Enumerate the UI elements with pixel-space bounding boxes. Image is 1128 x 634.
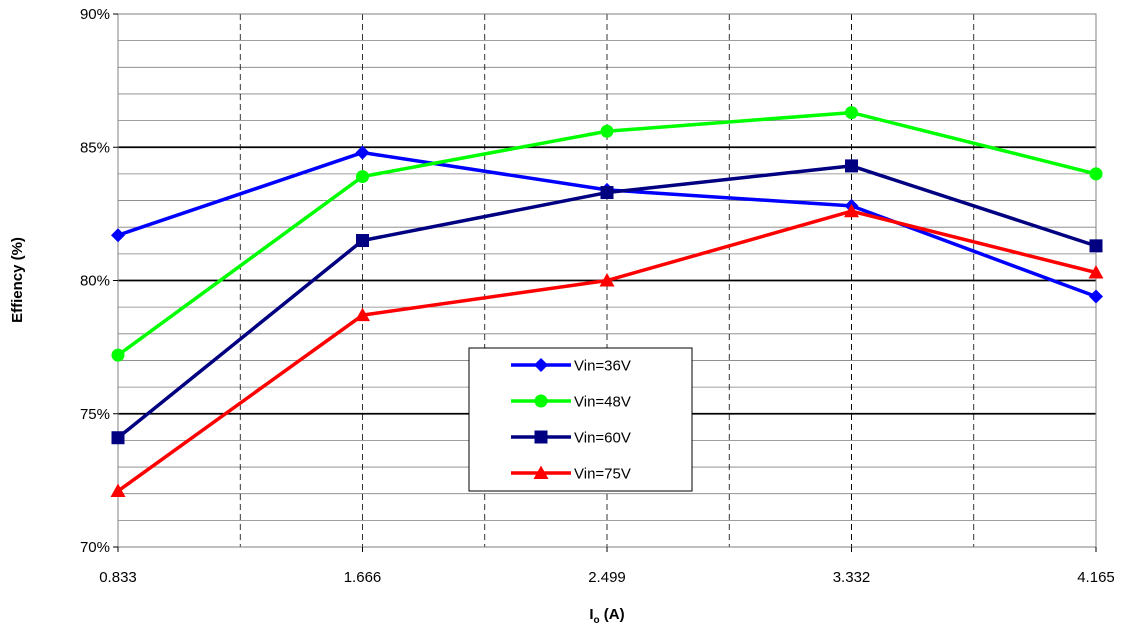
y-tick-label: 90% bbox=[80, 6, 110, 23]
data-point-diamond bbox=[534, 358, 548, 372]
legend-label: Vin=36V bbox=[574, 358, 631, 375]
data-point-square bbox=[534, 430, 548, 444]
legend-label: Vin=75V bbox=[574, 466, 631, 483]
x-axis-title-main: I bbox=[589, 606, 593, 623]
y-tick-label: 85% bbox=[80, 139, 110, 156]
data-point-diamond bbox=[111, 228, 125, 243]
legend-item: Vin=36V bbox=[511, 358, 631, 375]
data-point-triangle bbox=[355, 307, 370, 322]
data-point-circle bbox=[534, 394, 548, 408]
data-point-triangle bbox=[1088, 265, 1104, 279]
y-axis-title: Effiency (%) bbox=[9, 237, 26, 323]
series-vin-75v bbox=[110, 203, 1104, 498]
data-point-triangle bbox=[533, 465, 549, 479]
x-tick-label: 2.499 bbox=[588, 569, 626, 586]
data-point-diamond bbox=[1089, 289, 1103, 304]
legend-label: Vin=48V bbox=[574, 394, 631, 411]
x-tick-label: 4.165 bbox=[1077, 569, 1115, 586]
y-tick-label: 70% bbox=[80, 539, 110, 556]
data-point-square bbox=[1089, 239, 1103, 253]
data-point-triangle bbox=[110, 483, 126, 498]
series-vin-60v bbox=[111, 159, 1103, 445]
legend: Vin=36V Vin=48V Vin=60V Vin=75V bbox=[468, 347, 693, 492]
x-axis-title-subscript: o bbox=[594, 615, 600, 626]
data-point-circle bbox=[600, 124, 614, 138]
x-axis-title: Io (A) bbox=[589, 606, 624, 626]
data-point-square bbox=[356, 234, 369, 248]
data-point-triangle bbox=[844, 203, 859, 218]
data-point-triangle bbox=[599, 273, 615, 287]
legend-item: Vin=48V bbox=[511, 394, 631, 411]
data-point-circle bbox=[111, 348, 125, 362]
x-tick-label: 1.666 bbox=[344, 569, 382, 586]
y-tick-label: 75% bbox=[80, 406, 110, 423]
data-point-square bbox=[600, 186, 614, 200]
y-axis-ticks: 70% 75% 80% 85% 90% bbox=[80, 6, 118, 556]
data-point-square bbox=[845, 159, 858, 173]
legend-item: Vin=75V bbox=[511, 465, 631, 483]
data-point-square bbox=[111, 431, 125, 445]
legend-label: Vin=60V bbox=[574, 430, 631, 447]
data-point-circle bbox=[356, 170, 369, 184]
series-vin-48v bbox=[111, 106, 1103, 362]
x-axis-ticks: 0.833 1.666 2.499 3.332 4.165 bbox=[99, 547, 1115, 586]
data-point-circle bbox=[845, 106, 858, 120]
legend-box bbox=[468, 347, 693, 492]
legend-item: Vin=60V bbox=[511, 430, 631, 447]
x-axis-title-unit: (A) bbox=[600, 606, 625, 623]
data-point-circle bbox=[1089, 167, 1103, 181]
x-tick-label: 0.833 bbox=[99, 569, 137, 586]
data-point-diamond bbox=[355, 145, 370, 160]
x-tick-label: 3.332 bbox=[833, 569, 871, 586]
y-tick-label: 80% bbox=[80, 273, 110, 290]
series bbox=[110, 106, 1104, 498]
